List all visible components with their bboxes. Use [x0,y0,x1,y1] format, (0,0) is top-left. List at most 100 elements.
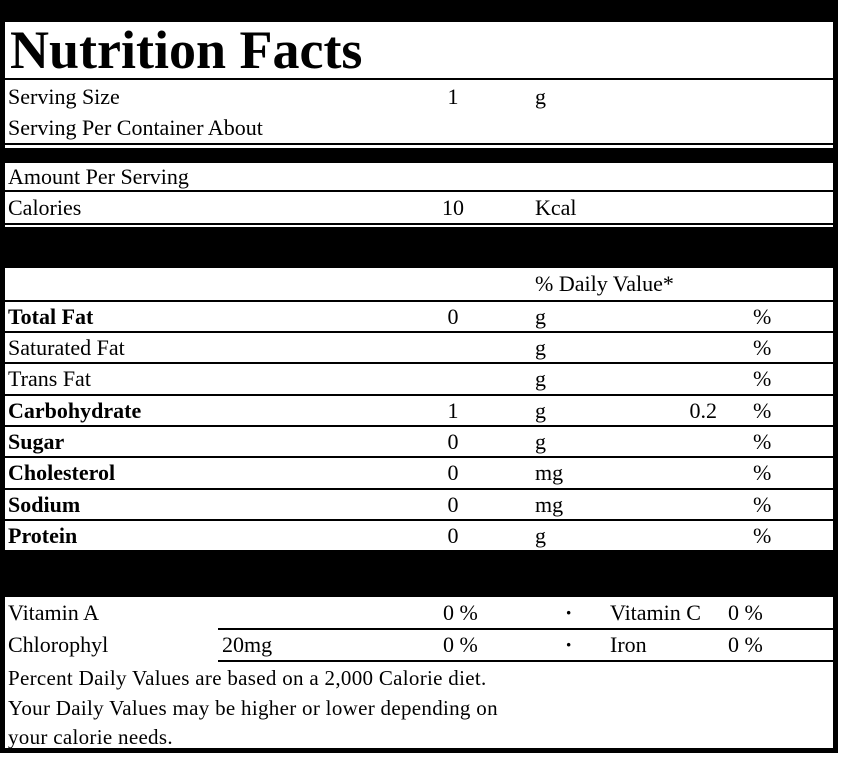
micronutrient-value: 0 % [443,599,478,625]
divider-line [0,488,838,490]
calories-value: 10 [442,194,464,220]
nutrient-value: 0 [447,522,459,548]
nutrient-value: 0 [447,491,459,517]
nutrient-row-protein: Protein 0 g % [0,521,838,550]
nutrient-value: 0 [447,460,459,485]
nutrient-unit: mg [535,491,564,517]
micronutrient-label: Chlorophyl [8,632,109,657]
divider-line [0,78,838,80]
section-separator-bar [0,227,838,268]
divider-line [0,394,838,396]
micronutrient-label: Vitamin A [8,599,99,625]
nutrient-value: 0 [447,428,459,454]
nutrient-unit: g [535,303,546,329]
nutrient-label: Trans Fat [8,366,91,391]
divider-line [0,190,838,192]
daily-value-header: % Daily Value* [535,271,674,296]
nutrient-unit: mg [535,460,564,485]
daily-value-header-row: % Daily Value* [0,268,838,300]
nutrient-label: Carbohydrate [8,397,142,423]
serving-size-value: 1 [447,83,459,109]
nutrient-extra [650,490,717,519]
footnote-line-2: Your Daily Values may be higher or lower… [0,693,838,724]
nutrient-percent: % [753,397,772,423]
nutrient-label: Cholesterol [8,460,116,485]
nutrient-row-sugar: Sugar 0 g % [0,427,838,456]
nutrient-unit: g [535,428,546,454]
nutrient-value: 1 [447,397,459,423]
section-separator-bar [0,550,838,597]
divider-line [0,456,838,458]
servings-per-container-label: Serving Per Container About [8,115,263,140]
divider-line [0,331,838,333]
servings-per-container-row: Serving Per Container About [0,113,838,143]
nutrient-value [436,364,470,394]
nutrient-unit: g [535,522,546,548]
divider-line [0,519,838,521]
calories-row: Calories 10 Kcal [0,192,838,223]
micronutrient-amount: 20mg [222,632,273,657]
micronutrient-row-vitamin-a: Vitamin A 0 % · Vitamin C 0 % [0,597,838,628]
nutrient-extra [650,364,717,394]
divider-line [0,425,838,427]
nutrient-percent: % [753,303,772,329]
calories-label: Calories [8,194,82,220]
divider-line [0,223,838,225]
nutrient-unit: g [535,334,546,360]
nutrient-row-sodium: Sodium 0 mg % [0,490,838,519]
nutrient-unit: g [535,366,546,391]
bullet-separator: · [565,599,573,625]
serving-size-unit: g [535,83,546,109]
bullet-separator: · [565,632,573,657]
serving-size-label: Serving Size [8,83,120,109]
nutrient-percent: % [753,366,772,391]
right-border [833,0,838,753]
micronutrient-label-2: Iron [610,632,647,657]
nutrient-percent: % [753,334,772,360]
footnote-text: Your Daily Values may be higher or lower… [8,696,498,720]
footnote-text: Percent Daily Values are based on a 2,00… [8,665,487,690]
nutrient-label: Saturated Fat [8,334,125,360]
micronutrient-value-2: 0 % [728,632,763,657]
left-border [0,0,5,753]
nutrient-label: Protein [8,522,78,548]
micronutrient-label-2: Vitamin C [610,599,701,625]
nutrient-percent: % [753,491,772,517]
amount-per-serving-heading: Amount Per Serving [8,163,189,189]
nutrient-label: Sodium [8,491,81,517]
nutrient-percent: % [753,522,772,548]
nutrient-row-total-fat: Total Fat 0 g % [0,302,838,331]
bottom-border [0,748,838,753]
nutrient-label: Total Fat [8,303,94,329]
calories-unit: Kcal [535,194,577,220]
nutrient-row-saturated-fat: Saturated Fat g % [0,333,838,362]
nutrient-row-carbohydrate: Carbohydrate 1 g 0.2 % [0,396,838,425]
nutrient-extra [650,302,717,331]
page-title: Nutrition Facts [10,20,363,80]
nutrient-extra [650,521,717,550]
nutrient-unit: g [535,397,546,423]
serving-size-row: Serving Size 1 g [0,80,838,113]
footnote-line-3: your calorie needs. [0,724,838,750]
footnote-text: your calorie needs. [8,724,173,749]
footnote-line-1: Percent Daily Values are based on a 2,00… [0,663,838,693]
partial-divider-line [218,660,838,662]
nutrient-extra [650,333,717,362]
nutrient-label: Sugar [8,428,65,454]
nutrient-percent: % [753,460,772,485]
partial-divider-line [218,628,838,630]
nutrient-row-trans-fat: Trans Fat g % [0,364,838,394]
section-separator-bar [0,148,838,163]
nutrient-extra [650,458,717,488]
divider-line [0,143,838,145]
nutrient-percent: % [753,428,772,454]
nutrient-value [436,333,470,362]
nutrient-extra [650,427,717,456]
top-thick-bar [0,0,838,22]
nutrient-value: 0 [447,303,459,329]
micronutrient-row-chlorophyl: Chlorophyl 20mg 0 % · Iron 0 % [0,630,838,660]
micronutrient-value-2: 0 % [728,599,763,625]
micronutrient-value: 0 % [443,632,478,657]
nutrient-extra: 0.2 [689,397,718,423]
